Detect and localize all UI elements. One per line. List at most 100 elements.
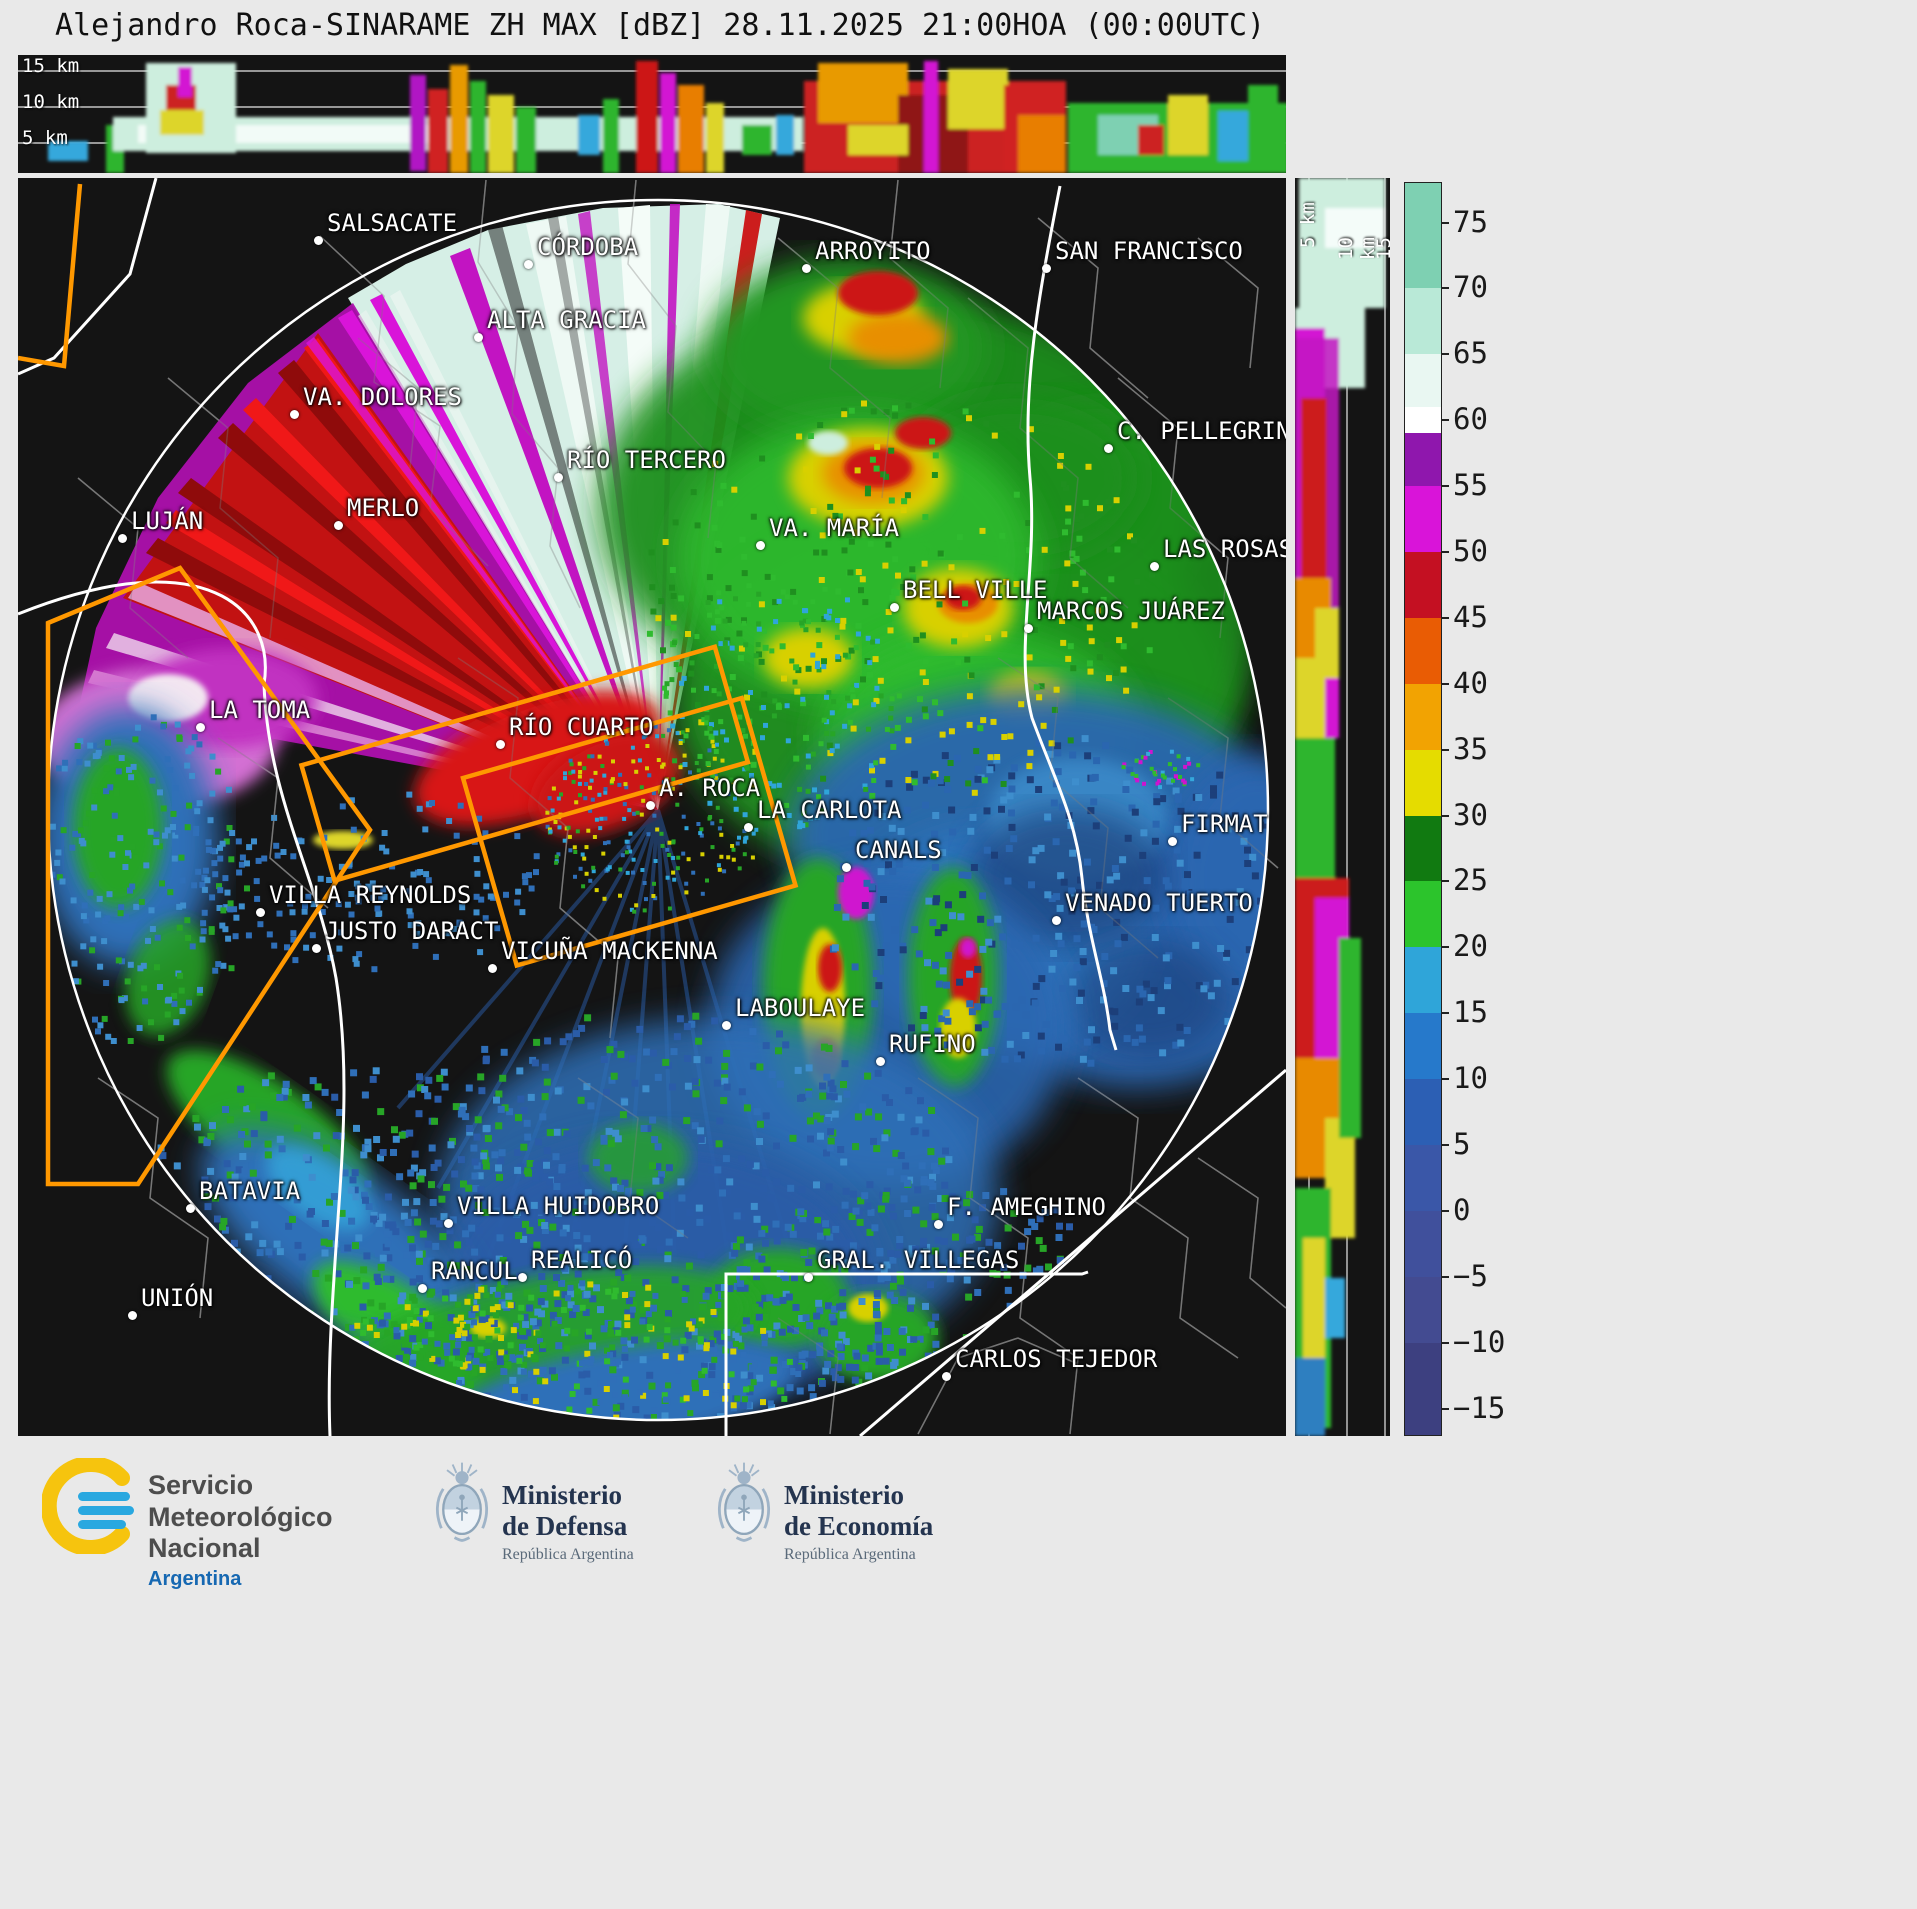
city-dot	[488, 964, 497, 973]
city-label: LA CARLOTA	[757, 796, 902, 824]
colorbar-tick-label: 75	[1441, 205, 1488, 239]
city-dot	[744, 823, 753, 832]
colorbar-tick-label: 5	[1441, 1127, 1470, 1161]
colorbar-tick-label: 65	[1441, 336, 1488, 370]
city-label: VICUÑA MACKENNA	[501, 937, 718, 965]
right-cross-section-image	[1295, 178, 1390, 1436]
top-km-label-15: 15 km	[22, 55, 79, 77]
colorbar-tick-label: −15	[1441, 1391, 1505, 1425]
city-dot	[518, 1273, 527, 1282]
colorbar-segment	[1405, 1079, 1441, 1145]
city-dot	[496, 740, 505, 749]
smn-country: Argentina	[148, 1568, 333, 1591]
city-dot	[756, 541, 765, 550]
city-label: MERLO	[347, 494, 419, 522]
coat-of-arms-defensa-icon	[432, 1460, 492, 1544]
colorbar-tick-label: 55	[1441, 468, 1488, 502]
city-dot	[312, 944, 321, 953]
colorbar-tick-label: 70	[1441, 270, 1488, 304]
colorbar-segment	[1405, 947, 1441, 1013]
colorbar-segment	[1405, 684, 1441, 750]
city-label: F. AMEGHINO	[947, 1193, 1106, 1221]
city-label: JUSTO DARACT	[325, 917, 498, 945]
colorbar-segment	[1405, 881, 1441, 947]
smn-wordmark: Servicio Meteorológico Nacional Argentin…	[148, 1470, 333, 1591]
colorbar-segment	[1405, 1211, 1441, 1277]
colorbar-gradient	[1404, 182, 1442, 1436]
city-dot	[1052, 916, 1061, 925]
radar-product-page: { "title": "Alejandro Roca-SINARAME ZH M…	[0, 0, 1917, 1909]
colorbar-tick-label: 15	[1441, 995, 1488, 1029]
city-dot	[196, 723, 205, 732]
colorbar-segment	[1405, 433, 1441, 486]
colorbar-tick-label: 20	[1441, 929, 1488, 963]
city-label: ARROYITO	[815, 237, 931, 265]
city-label: SALSACATE	[327, 209, 457, 237]
colorbar-tick-label: 45	[1441, 600, 1488, 634]
colorbar-segment	[1405, 407, 1441, 433]
top-cross-section-panel: 15 km 10 km 5 km	[18, 55, 1286, 173]
page-title: Alejandro Roca-SINARAME ZH MAX [dBZ] 28.…	[55, 8, 1265, 43]
city-dot	[128, 1311, 137, 1320]
city-label: VILLA HUIDOBRO	[457, 1192, 659, 1220]
colorbar-segment	[1405, 618, 1441, 684]
city-label: MARCOS JUÁREZ	[1037, 597, 1225, 625]
colorbar-segment	[1405, 1013, 1441, 1079]
city-label: RANCUL	[431, 1257, 518, 1285]
city-dot	[554, 473, 563, 482]
main-radar-panel: SALSACATE CÓRDOBA ARROYITO SAN FRANCISCO ALT…	[18, 178, 1286, 1436]
city-dot	[876, 1057, 885, 1066]
city-dot	[186, 1204, 195, 1213]
colorbar-tick-label: 40	[1441, 666, 1488, 700]
city-label: RÍO CUARTO	[509, 713, 654, 741]
ministry-economia: Ministerio de Economía República Argenti…	[784, 1480, 933, 1564]
city-dot	[118, 534, 127, 543]
city-dot	[1024, 624, 1033, 633]
city-label: LUJÁN	[131, 507, 203, 535]
ministry-defensa-subtitle: República Argentina	[502, 1546, 634, 1564]
colorbar-segment	[1405, 354, 1441, 407]
city-dot	[418, 1284, 427, 1293]
city-label: CARLOS TEJEDOR	[955, 1345, 1157, 1373]
city-label: ALTA GRACIA	[487, 306, 646, 334]
colorbar-tick-label: 35	[1441, 732, 1488, 766]
city-dot	[942, 1372, 951, 1381]
city-dot	[646, 801, 655, 810]
city-label: LAS ROSAS	[1163, 535, 1286, 563]
city-label: UNIÓN	[141, 1284, 213, 1312]
city-dot	[1168, 837, 1177, 846]
city-label: VENADO TUERTO	[1065, 889, 1253, 917]
colorbar-tick-label: −10	[1441, 1325, 1505, 1359]
top-cross-section-image	[18, 55, 1286, 173]
colorbar-segment	[1405, 750, 1441, 816]
city-label: LA TOMA	[209, 696, 310, 724]
colorbar-segment	[1405, 486, 1441, 552]
right-cross-section-panel: 5 km 10 km 15 km	[1295, 178, 1390, 1436]
colorbar-segment	[1405, 1343, 1441, 1435]
colorbar-tick-label: 60	[1441, 402, 1488, 436]
colorbar-segment	[1405, 1145, 1441, 1211]
colorbar-tick-label: 25	[1441, 863, 1488, 897]
city-label: RUFINO	[889, 1030, 976, 1058]
colorbar-tick-label: −5	[1441, 1259, 1488, 1293]
colorbar-tick-label: 30	[1441, 798, 1488, 832]
smn-name-line1: Servicio	[148, 1470, 333, 1502]
footer: Servicio Meteorológico Nacional Argentin…	[0, 1452, 1917, 1622]
city-dot	[802, 264, 811, 273]
city-dot	[1042, 264, 1051, 273]
city-label: CANALS	[855, 836, 942, 864]
coat-of-arms-economia-icon	[714, 1460, 774, 1544]
smn-name-line3: Nacional	[148, 1533, 333, 1565]
city-label: A. ROCA	[659, 774, 760, 802]
city-dot	[1150, 562, 1159, 571]
colorbar-tick-label: 10	[1441, 1061, 1488, 1095]
colorbar-segment	[1405, 183, 1441, 288]
colorbar-segment	[1405, 552, 1441, 618]
city-label: REALICÓ	[531, 1246, 632, 1274]
city-dot	[934, 1220, 943, 1229]
city-label: RÍO TERCERO	[567, 446, 726, 474]
ministry-economia-line2: de Economía	[784, 1511, 933, 1542]
ministry-defensa-line1: Ministerio	[502, 1480, 634, 1511]
city-dot	[314, 236, 323, 245]
city-label: C. PELLEGRINI	[1117, 417, 1286, 445]
